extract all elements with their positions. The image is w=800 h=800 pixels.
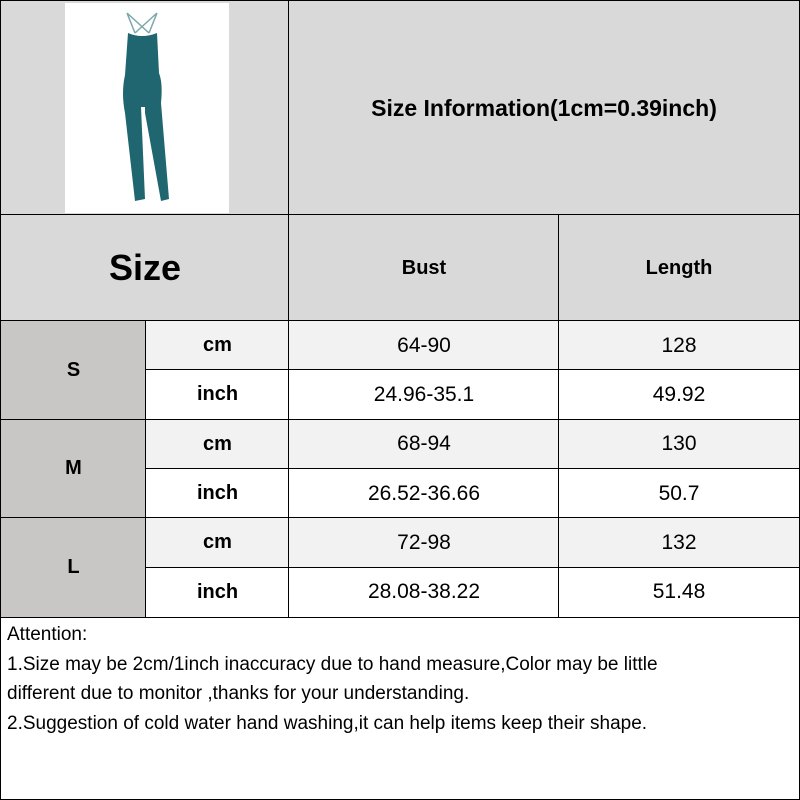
bust-value: 64-90 bbox=[288, 320, 560, 372]
bust-value: 24.96-35.1 bbox=[288, 369, 560, 421]
note-line: 2.Suggestion of cold water hand washing,… bbox=[7, 712, 648, 734]
product-image-cell bbox=[0, 0, 290, 216]
length-value: 50.7 bbox=[558, 467, 800, 520]
bust-value: 72-98 bbox=[288, 517, 560, 569]
product-photo bbox=[65, 3, 229, 213]
size-label: L bbox=[0, 517, 147, 618]
bust-header: Bust bbox=[288, 214, 560, 322]
unit-label: inch bbox=[145, 566, 290, 618]
note-line: different due to monitor ,thanks for you… bbox=[7, 683, 470, 704]
unit-label: inch bbox=[145, 467, 290, 520]
length-value: 132 bbox=[558, 517, 800, 569]
unit-label: cm bbox=[145, 517, 290, 569]
attention-notes: Attention: 1.Size may be 2cm/1inch inacc… bbox=[0, 616, 800, 800]
unit-label: cm bbox=[145, 320, 290, 372]
bust-value: 28.08-38.22 bbox=[288, 566, 560, 618]
unit-label: cm bbox=[145, 418, 290, 470]
length-value: 130 bbox=[558, 418, 800, 470]
size-header: Size bbox=[0, 214, 290, 322]
bust-value: 26.52-36.66 bbox=[288, 467, 560, 520]
teal-jumpsuit-image bbox=[123, 12, 169, 201]
unit-label: inch bbox=[145, 369, 290, 421]
length-header: Length bbox=[558, 214, 800, 322]
size-label: S bbox=[0, 320, 147, 421]
length-value: 51.48 bbox=[558, 566, 800, 618]
size-label: M bbox=[0, 418, 147, 520]
note-line: 1.Size may be 2cm/1inch inaccuracy due t… bbox=[7, 653, 658, 675]
notes-heading: Attention: bbox=[7, 624, 88, 645]
bust-value: 68-94 bbox=[288, 418, 560, 470]
length-value: 128 bbox=[558, 320, 800, 372]
page-title: Size Information(1cm=0.39inch) bbox=[288, 0, 800, 216]
length-value: 49.92 bbox=[558, 369, 800, 421]
